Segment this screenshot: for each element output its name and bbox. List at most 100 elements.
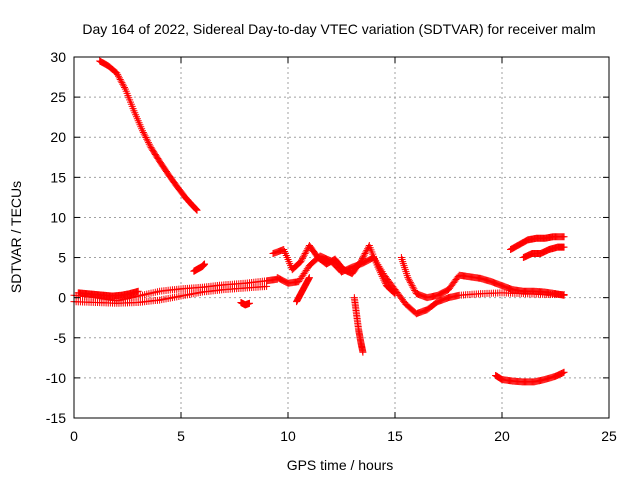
series-dip-10.8h xyxy=(293,274,313,306)
data-point xyxy=(359,348,367,356)
data-point xyxy=(560,243,568,251)
data-point xyxy=(404,274,412,282)
x-tick-label: 15 xyxy=(387,428,403,444)
data-point xyxy=(408,282,416,290)
y-tick-label: 15 xyxy=(50,169,66,185)
chart-title: Day 164 of 2022, Sidereal Day-to-day VTE… xyxy=(82,21,595,37)
data-point xyxy=(245,299,253,307)
y-tick-label: 20 xyxy=(50,129,66,145)
data-point xyxy=(114,71,122,79)
series-late-upper-1 xyxy=(507,233,568,254)
data-point xyxy=(263,282,271,290)
data-point xyxy=(120,82,128,90)
y-tick-label: 10 xyxy=(50,209,66,225)
data-point xyxy=(115,72,123,80)
data-point xyxy=(374,261,382,269)
data-point xyxy=(143,135,151,143)
data-point xyxy=(121,83,129,91)
data-point xyxy=(371,255,379,263)
series-early-spread xyxy=(74,287,142,300)
data-point xyxy=(116,75,124,83)
data-point xyxy=(361,250,369,258)
data-point xyxy=(300,251,308,259)
data-point xyxy=(142,134,150,142)
data-point xyxy=(410,285,418,293)
series-short-segment-6h xyxy=(190,260,209,275)
points-layer xyxy=(70,57,568,386)
data-point xyxy=(303,246,311,254)
data-point xyxy=(191,205,199,213)
data-point xyxy=(375,262,383,270)
data-point xyxy=(193,206,201,214)
data-point xyxy=(377,266,385,274)
ticks-layer: 0 5 10 15 20 25 -15 -10 -5 0 5 10 15 20 25 30 xyxy=(46,49,617,444)
plot-frame xyxy=(73,56,610,419)
series-late-negative xyxy=(492,368,568,386)
data-point xyxy=(118,79,126,87)
data-point xyxy=(141,132,149,140)
series-dip-13h xyxy=(350,294,367,356)
x-tick-label: 0 xyxy=(70,428,78,444)
data-point xyxy=(193,206,201,214)
data-point xyxy=(406,277,414,285)
y-tick-label: 5 xyxy=(58,250,66,266)
data-point xyxy=(376,264,384,272)
y-tick-label: -10 xyxy=(46,370,66,386)
data-point xyxy=(560,291,568,299)
data-point xyxy=(378,268,386,276)
series-dip-8h xyxy=(237,298,253,309)
data-point xyxy=(115,74,123,82)
data-point xyxy=(360,251,368,259)
series-post-15h-upper xyxy=(397,254,568,302)
data-point xyxy=(301,250,309,258)
series-descending-arc xyxy=(96,57,201,214)
data-point xyxy=(405,275,413,283)
data-point xyxy=(299,254,307,262)
data-point xyxy=(373,259,381,267)
x-tick-label: 20 xyxy=(494,428,510,444)
data-point xyxy=(140,130,148,138)
data-point xyxy=(139,128,147,136)
data-point xyxy=(134,287,142,295)
data-point xyxy=(144,139,152,147)
data-point xyxy=(560,368,568,376)
data-point xyxy=(138,127,146,135)
data-point xyxy=(119,80,127,88)
data-point xyxy=(113,69,121,77)
data-point xyxy=(411,286,419,294)
y-axis-title: SDTVAR / TECUs xyxy=(8,181,24,293)
data-point xyxy=(117,77,125,85)
y-tick-label: -5 xyxy=(54,330,67,346)
y-tick-label: 25 xyxy=(50,89,66,105)
data-point xyxy=(201,260,209,268)
data-point xyxy=(145,140,153,148)
data-point xyxy=(407,280,415,288)
data-point xyxy=(362,248,370,256)
x-tick-label: 10 xyxy=(280,428,296,444)
data-point xyxy=(560,233,568,241)
data-point xyxy=(302,248,310,256)
x-axis-title: GPS time / hours xyxy=(287,457,394,473)
x-tick-label: 5 xyxy=(177,428,185,444)
data-point xyxy=(409,283,417,291)
data-point xyxy=(406,278,414,286)
data-point xyxy=(372,257,380,265)
y-tick-label: -15 xyxy=(46,410,66,426)
data-point xyxy=(299,253,307,261)
y-tick-label: 0 xyxy=(58,290,66,306)
data-point xyxy=(370,254,378,262)
series-baseline-lower-band xyxy=(70,282,271,307)
data-point xyxy=(305,274,313,282)
y-tick-label: 30 xyxy=(50,49,66,65)
series-late-upper-2 xyxy=(519,243,568,262)
data-point xyxy=(298,256,306,264)
data-point xyxy=(297,258,305,266)
grid-layer xyxy=(74,57,609,418)
data-point xyxy=(146,142,154,150)
data-point xyxy=(144,137,152,145)
data-point xyxy=(192,205,200,213)
x-tick-label: 25 xyxy=(601,428,617,444)
data-point xyxy=(359,253,367,261)
